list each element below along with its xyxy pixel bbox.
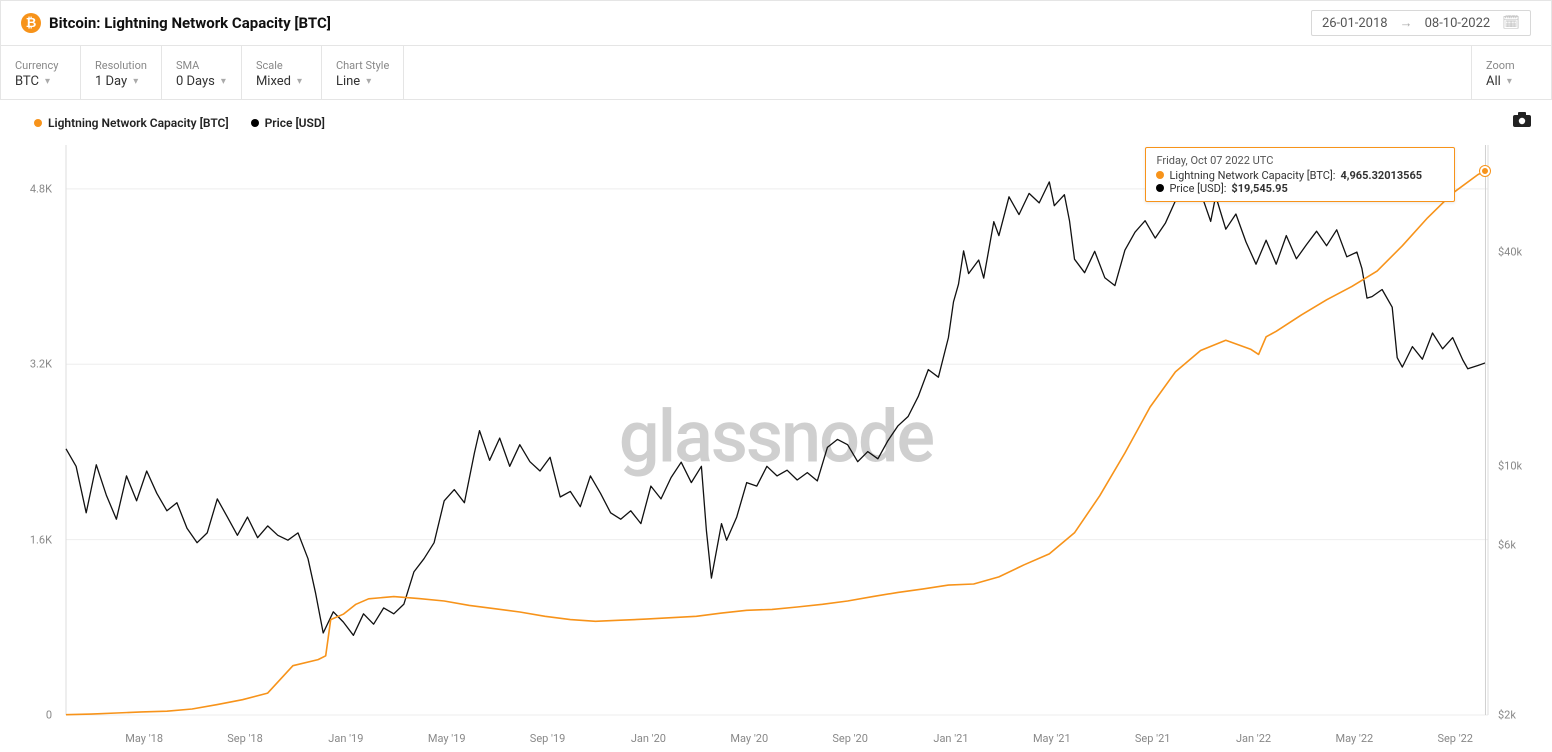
y-right-tick-label: $40k [1498,246,1532,259]
zoom-label: Zoom [1486,59,1537,72]
x-tick-label: May '21 [1033,732,1071,745]
legend-row: Lightning Network Capacity [BTC] Price [… [0,100,1552,137]
y-right-tick-label: $6k [1498,539,1532,552]
legend-price-label: Price [USD] [265,116,325,130]
x-tick-label: Sep '22 [1437,732,1473,745]
chart-title: Bitcoin: Lightning Network Capacity [BTC… [49,14,331,32]
x-tick-label: Sep '20 [832,732,868,745]
x-tick-label: Sep '21 [1135,732,1171,745]
chart-style-value: Line [336,74,360,89]
y-right-tick-label: $2k [1498,709,1532,722]
tooltip: Friday, Oct 07 2022 UTC Lightning Networ… [1145,147,1455,202]
x-tick-label: May '19 [428,732,466,745]
sma-selector[interactable]: SMA 0 Days ▾ [162,46,242,99]
x-tick-label: Jan '22 [1236,732,1271,745]
x-tick-label: Jan '20 [631,732,666,745]
currency-value: BTC [15,74,39,89]
chevron-down-icon: ▾ [221,76,226,87]
x-tick-label: May '18 [125,732,163,745]
chart-style-selector[interactable]: Chart Style Line ▾ [322,46,404,99]
tooltip-dot-icon [1156,184,1164,192]
spacer [404,46,1471,99]
chevron-down-icon: ▾ [1507,76,1512,87]
currency-selector[interactable]: Currency BTC ▾ [1,46,81,99]
legend-dot-icon [34,119,42,127]
tooltip-dot-icon [1156,171,1164,179]
tooltip-s2-label: Price [USD]: [1169,182,1226,195]
scale-selector[interactable]: Scale Mixed ▾ [242,46,322,99]
scale-value: Mixed [256,74,291,89]
hover-marker [1480,166,1490,176]
y-left-tick-label: 3.2K [22,358,52,371]
legend-capacity[interactable]: Lightning Network Capacity [BTC] [34,116,229,130]
resolution-value: 1 Day [95,74,127,89]
date-to: 08-10-2022 [1425,16,1491,31]
zoom-value: All [1486,74,1501,89]
resolution-selector[interactable]: Resolution 1 Day ▾ [81,46,162,99]
zoom-selector[interactable]: Zoom All ▾ [1471,46,1551,99]
tooltip-date: Friday, Oct 07 2022 UTC [1156,154,1444,167]
camera-icon[interactable] [1512,112,1532,133]
chart-style-label: Chart Style [336,59,389,72]
tooltip-s1-label: Lightning Network Capacity [BTC]: [1169,169,1335,182]
x-tick-label: Jan '19 [328,732,363,745]
x-tick-label: May '22 [1335,732,1373,745]
chart-area[interactable]: glassnode 01.6K3.2K4.8K $2k$6k$10k$40k M… [20,137,1532,747]
sma-value: 0 Days [176,74,215,89]
y-left-tick-label: 4.8K [22,182,52,195]
x-tick-label: Jan '21 [933,732,968,745]
legend-dot-icon [251,119,259,127]
x-tick-label: Sep '19 [530,732,566,745]
chart-header: ₿ Bitcoin: Lightning Network Capacity [B… [0,0,1552,46]
bitcoin-icon: ₿ [21,13,41,33]
chevron-down-icon: ▾ [366,76,371,87]
chevron-down-icon: ▾ [133,76,138,87]
title-wrap: ₿ Bitcoin: Lightning Network Capacity [B… [21,13,331,33]
chart-svg [20,137,1532,747]
date-range-picker[interactable]: 26-01-2018 → 08-10-2022 🗓 [1311,10,1531,36]
legend-price[interactable]: Price [USD] [251,116,325,130]
calendar-icon: 🗓 [1502,15,1520,31]
x-tick-label: May '20 [730,732,768,745]
date-from: 26-01-2018 [1322,16,1388,31]
legend-capacity-label: Lightning Network Capacity [BTC] [48,116,229,130]
sma-label: SMA [176,59,227,72]
chevron-down-icon: ▾ [297,76,302,87]
x-tick-label: Sep '18 [227,732,263,745]
currency-label: Currency [15,59,66,72]
tooltip-s2-value: $19,545.95 [1231,182,1287,195]
y-right-tick-label: $10k [1498,460,1532,473]
chevron-down-icon: ▾ [45,76,50,87]
y-left-tick-label: 0 [22,709,52,722]
y-left-tick-label: 1.6K [22,533,52,546]
tooltip-s1-value: 4,965.32013565 [1340,169,1422,182]
scale-label: Scale [256,59,307,72]
arrow-right-icon: → [1400,15,1413,31]
resolution-label: Resolution [95,59,147,72]
controls-row: Currency BTC ▾ Resolution 1 Day ▾ SMA 0 Da… [0,46,1552,100]
